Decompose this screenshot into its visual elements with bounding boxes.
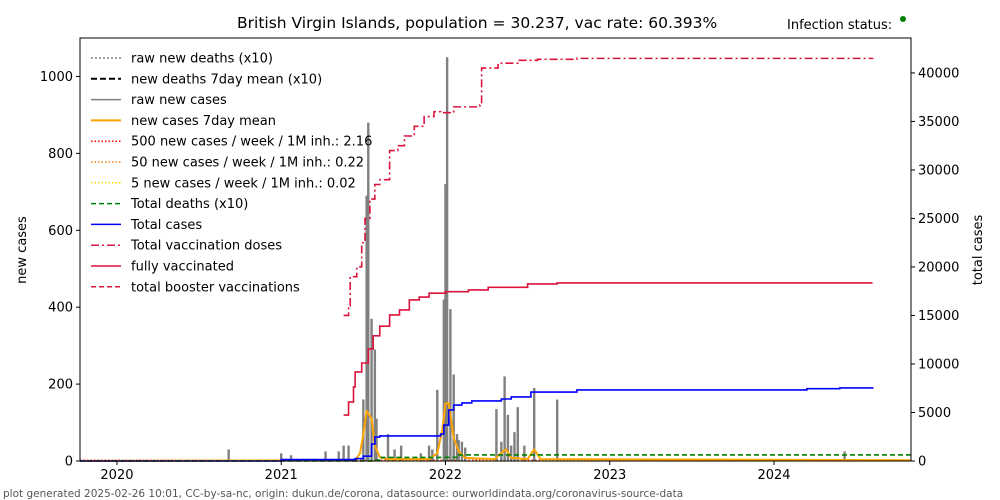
raw-new-cases-bar	[555, 399, 559, 461]
raw-new-cases-bar	[227, 449, 230, 461]
raw-new-cases-bar	[337, 451, 340, 461]
y-right-tick-label: 25000	[918, 212, 959, 227]
raw-new-cases-bar	[399, 445, 403, 461]
raw-new-cases-bar	[367, 122, 370, 461]
raw-new-cases-bar	[523, 445, 526, 461]
legend-label: 5 new cases / week / 1M inh.: 0.02	[131, 176, 356, 191]
legend-label: 500 new cases / week / 1M inh.: 2.16	[131, 135, 372, 150]
raw-new-cases-bar	[347, 445, 350, 461]
raw-new-cases-bar	[532, 387, 536, 461]
legend-label: Total deaths (x10)	[130, 197, 248, 212]
y-tick-label: 400	[48, 301, 73, 316]
raw-new-cases-bar	[500, 441, 503, 461]
raw-new-cases-bar	[386, 434, 390, 461]
legend-label: Total vaccination doses	[130, 239, 282, 254]
y-right-tick-label: 5000	[918, 406, 951, 421]
raw-new-cases-bar	[503, 376, 506, 461]
legend-label: raw new cases	[131, 93, 227, 108]
plot-frame	[79, 37, 912, 462]
fully-vaccinated-line	[343, 282, 873, 416]
x-tick-label: 2023	[593, 468, 626, 483]
legend-label: new deaths 7day mean (x10)	[131, 72, 322, 87]
total-vaccination-doses-line	[343, 57, 874, 317]
legend-label: fully vaccinated	[131, 260, 234, 275]
legend-label: raw new deaths (x10)	[131, 52, 273, 67]
y-axis-label: new cases	[15, 216, 30, 284]
raw-new-cases-bar	[509, 445, 513, 461]
infection-status: Infection status:	[787, 16, 907, 33]
total-cases-line	[80, 386, 874, 462]
raw-new-cases-bar	[280, 453, 283, 461]
raw-new-cases-bar	[513, 432, 516, 461]
y-right-tick-label: 0	[918, 455, 926, 470]
raw-new-cases-bar	[444, 184, 447, 462]
raw-new-cases-bar	[449, 309, 452, 461]
y-tick-label: 1000	[40, 70, 73, 85]
legend-label: total booster vaccinations	[131, 280, 300, 295]
raw-new-cases-bar	[516, 407, 519, 461]
infection-status-dot-icon	[900, 16, 907, 22]
y-tick-label: 0	[65, 455, 73, 470]
raw-new-cases-bar	[365, 195, 368, 461]
raw-new-cases-bar	[495, 409, 498, 461]
y-right-tick-label: 10000	[918, 357, 959, 372]
chart-title: British Virgin Islands, population = 30.…	[237, 14, 718, 32]
raw-new-cases-bar	[431, 449, 434, 461]
legend-label: 50 new cases / week / 1M inh.: 0.22	[131, 156, 364, 171]
raw-new-cases-bar	[393, 449, 396, 461]
legend-label: new cases 7day mean	[131, 114, 276, 129]
raw-new-cases-bar	[506, 414, 510, 461]
new-cases-7day-mean-line	[84, 402, 912, 462]
y-right-tick-label: 35000	[918, 115, 959, 130]
raw-new-cases-bar	[342, 445, 345, 461]
y-tick-label: 800	[48, 147, 73, 162]
raw-new-cases-bar	[427, 445, 431, 461]
raw-new-cases-bar	[370, 318, 373, 461]
y-right-tick-label: 30000	[918, 163, 959, 178]
raw-new-cases-bar	[452, 374, 455, 461]
raw-new-cases-bar	[373, 349, 377, 461]
raw-new-cases-bar	[375, 418, 378, 461]
raw-new-cases-bar	[324, 451, 327, 461]
y-tick-label: 600	[48, 224, 73, 239]
y-right-tick-label: 20000	[918, 260, 959, 275]
raw-new-cases-bar	[442, 299, 446, 461]
raw-new-cases-bar	[460, 441, 464, 461]
x-tick-label: 2020	[100, 468, 133, 483]
y-right-tick-label: 15000	[918, 309, 959, 324]
y-right-tick-label: 40000	[918, 66, 959, 81]
raw-new-cases-bar	[463, 447, 467, 461]
x-tick-label: 2021	[265, 468, 298, 483]
raw-new-cases-bar	[843, 451, 846, 461]
infection-status-label: Infection status:	[787, 18, 893, 33]
raw-new-cases-bar	[436, 389, 439, 461]
raw-new-cases-bar	[445, 57, 449, 462]
y-tick-label: 200	[48, 378, 73, 393]
x-tick-label: 2024	[757, 468, 790, 483]
y-right-axis-label: total cases	[971, 215, 986, 286]
x-tick-label: 2022	[429, 468, 462, 483]
footer-note: plot generated 2025-02-26 10:01, CC-by-s…	[3, 488, 684, 500]
legend-label: Total cases	[130, 218, 202, 233]
raw-new-cases-bar	[289, 455, 293, 461]
